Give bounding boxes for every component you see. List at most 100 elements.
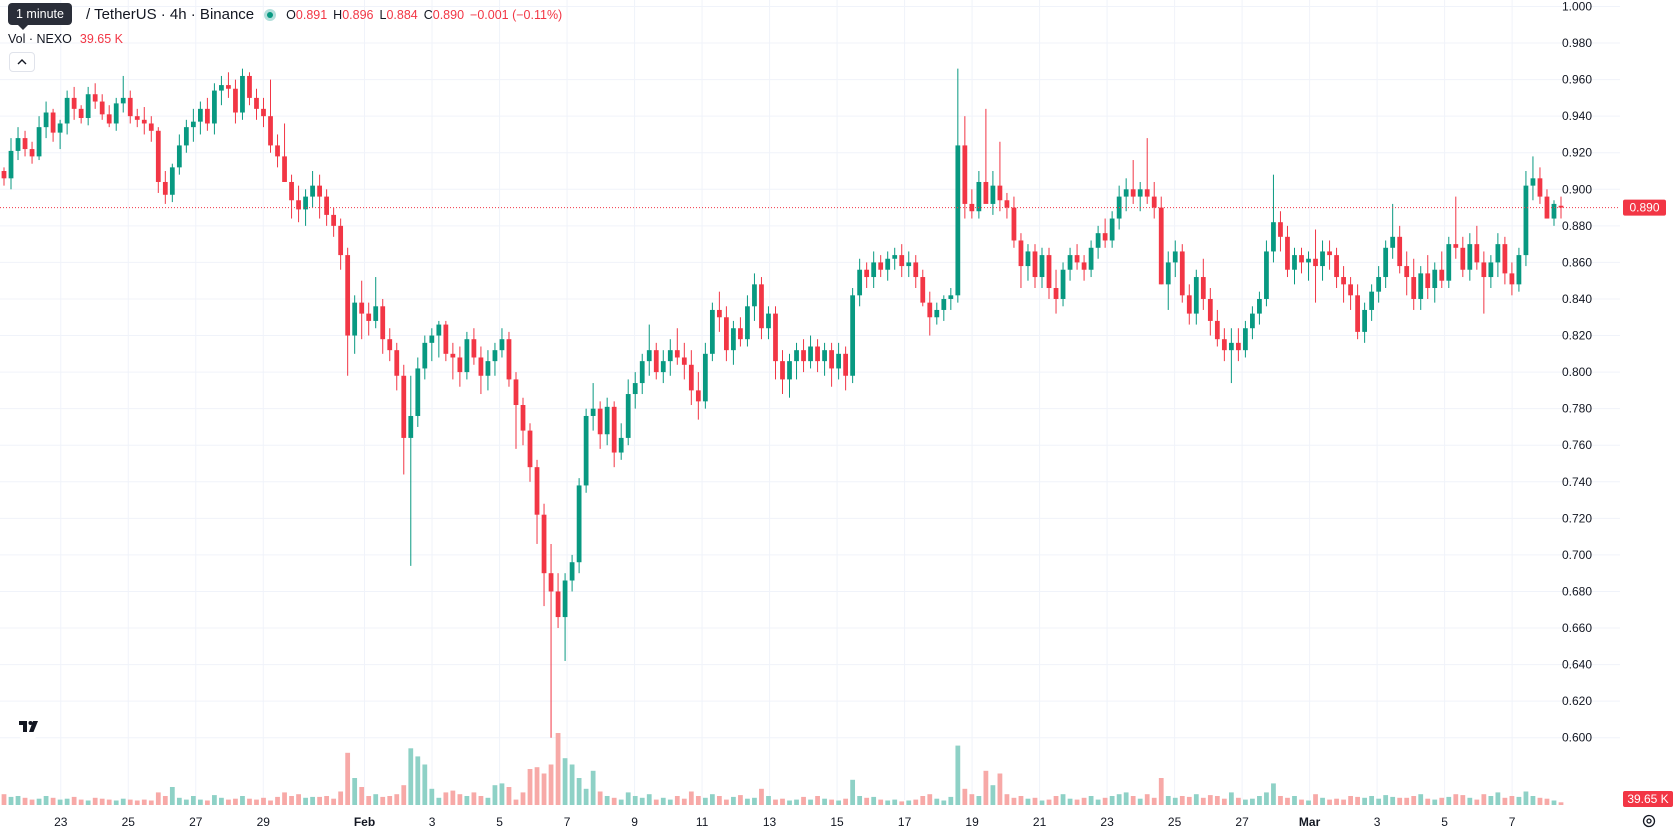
volume-bar xyxy=(506,787,512,805)
volume-bar xyxy=(583,788,589,805)
candle-body xyxy=(190,121,196,128)
candle-body xyxy=(934,309,940,318)
volume-bar xyxy=(85,800,91,805)
candle-body xyxy=(183,127,189,146)
candle-body xyxy=(1355,295,1360,332)
volume-bar xyxy=(541,773,547,805)
price-tick-label: 0.820 xyxy=(1562,329,1592,343)
candle-body xyxy=(625,394,631,438)
candle-body xyxy=(513,379,519,406)
price-tick-label: 0.660 xyxy=(1562,621,1592,635)
volume-bar xyxy=(653,799,659,805)
volume-bar xyxy=(1193,794,1199,805)
candle-body xyxy=(780,361,785,380)
volume-bar xyxy=(920,796,926,805)
volume-bar xyxy=(590,770,596,805)
time-tick-label: 23 xyxy=(1100,815,1114,829)
volume-bar xyxy=(1144,794,1150,805)
tradingview-logo-icon[interactable] xyxy=(14,712,42,740)
price-tick-label: 0.620 xyxy=(1562,694,1592,708)
candle-body xyxy=(948,295,954,299)
candle-body xyxy=(1334,255,1339,278)
candle-body xyxy=(850,295,856,376)
candle-body xyxy=(1158,207,1164,285)
candle-body xyxy=(1467,244,1473,270)
settings-gear-icon[interactable] xyxy=(1641,813,1657,829)
volume-bar xyxy=(1067,798,1073,805)
candle-body xyxy=(457,357,463,373)
volume-bar xyxy=(829,799,834,805)
volume-bar xyxy=(415,756,421,805)
volume-bar xyxy=(310,796,315,805)
volume-bar xyxy=(941,800,947,805)
candle-body xyxy=(78,108,84,118)
candle-body xyxy=(920,277,926,303)
candle-body xyxy=(1257,298,1262,314)
candle-body xyxy=(702,353,708,402)
volume-bars xyxy=(1,733,1564,805)
candle-body xyxy=(1516,255,1522,285)
volume-bar xyxy=(401,785,407,805)
volume-bar xyxy=(1053,796,1059,805)
volume-bar xyxy=(289,796,294,805)
candle-body xyxy=(1530,178,1536,186)
time-tick-label: 25 xyxy=(122,815,136,829)
volume-bar xyxy=(815,796,820,805)
candle-body xyxy=(155,130,161,182)
volume-bar xyxy=(899,801,905,805)
volume-bar xyxy=(1523,791,1529,805)
candle-body xyxy=(983,181,989,204)
volume-legend-value: 39.65 K xyxy=(79,32,124,46)
candle-body xyxy=(134,116,140,120)
volume-bar xyxy=(766,796,771,805)
volume-bar xyxy=(773,799,778,805)
price-tick-label: 0.880 xyxy=(1562,219,1592,233)
volume-bar xyxy=(1250,798,1255,805)
volume-bar xyxy=(429,788,435,805)
volume-bar xyxy=(962,788,968,805)
volume-bar xyxy=(1474,799,1480,805)
volume-bar xyxy=(162,796,168,805)
volume-bar xyxy=(464,796,470,805)
volume-bar xyxy=(247,798,252,805)
price-change: −0.001 (−0.11%) xyxy=(470,7,563,22)
collapse-legend-button[interactable] xyxy=(9,52,35,72)
volume-bar xyxy=(1207,795,1213,805)
candle-body xyxy=(162,181,168,195)
symbol-title[interactable]: / TetherUS · 4h · Binance xyxy=(86,6,255,23)
candle-body xyxy=(555,591,561,618)
volume-bar xyxy=(632,796,638,805)
volume-bar xyxy=(639,797,645,805)
volume-bar xyxy=(8,796,14,805)
volume-bar xyxy=(485,797,491,805)
volume-bar xyxy=(625,792,631,805)
candle-body xyxy=(64,97,70,124)
candle-body xyxy=(794,350,799,362)
candle-body xyxy=(885,258,891,270)
volume-bar xyxy=(1081,797,1087,805)
volume-bar xyxy=(1221,798,1227,805)
candle-body xyxy=(296,200,301,210)
price-tick-label: 0.840 xyxy=(1562,292,1592,306)
volume-bar xyxy=(1551,800,1557,805)
candle-body xyxy=(871,262,877,278)
candle-body xyxy=(1235,342,1241,351)
time-tick-label: 5 xyxy=(1441,815,1448,829)
candle-body xyxy=(1081,262,1087,270)
volume-bar xyxy=(99,798,105,805)
volume-bar xyxy=(878,799,884,805)
volume-bar xyxy=(1116,794,1122,805)
volume-legend-title[interactable]: Vol · NEXO xyxy=(8,32,72,46)
volume-bar xyxy=(1530,796,1536,805)
volume-bar xyxy=(296,794,301,805)
candle-body xyxy=(471,339,477,358)
candle-body xyxy=(618,437,624,453)
time-tick-label: 27 xyxy=(189,815,203,829)
candle-body xyxy=(268,116,273,146)
candle-body xyxy=(787,361,792,380)
volume-bar xyxy=(731,796,736,805)
candle-body xyxy=(674,350,680,358)
volume-bar xyxy=(254,799,259,805)
candle-body xyxy=(1313,258,1318,267)
